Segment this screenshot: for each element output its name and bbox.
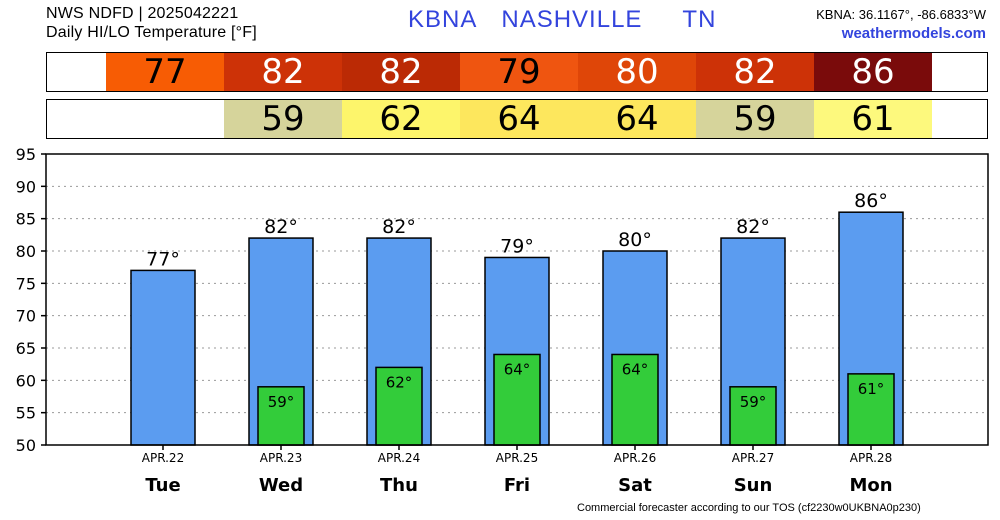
y-tick-label: 65 <box>16 339 36 358</box>
lo-strip-cell: 64 <box>578 100 696 138</box>
x-day-label: Sat <box>618 475 652 496</box>
hi-data-label: 77° <box>146 248 180 270</box>
x-date-label: APR.25 <box>496 451 538 465</box>
hi-temperature-strip: 77 82 82 79 80 82 86 <box>46 52 988 92</box>
lo-bar <box>611 353 659 446</box>
hi-strip-cell: 80 <box>578 53 696 91</box>
x-date-label: APR.26 <box>614 451 656 465</box>
lo-data-label: 59° <box>740 393 767 411</box>
lo-data-label: 61° <box>858 380 885 398</box>
x-day-label: Mon <box>849 475 892 496</box>
hi-strip-cell: 86 <box>814 53 932 91</box>
hi-strip-cell: 82 <box>342 53 460 91</box>
product-label: Daily HI/LO Temperature [°F] <box>46 24 257 41</box>
x-day-label: Wed <box>259 475 303 496</box>
lo-data-label: 62° <box>386 373 413 391</box>
x-day-label: Tue <box>145 475 180 496</box>
hi-data-label: 82° <box>736 216 770 238</box>
y-tick-label: 70 <box>16 307 36 326</box>
x-day-label: Sun <box>734 475 773 496</box>
hi-data-label: 82° <box>382 216 416 238</box>
y-tick-label: 50 <box>16 436 36 455</box>
lo-strip-cell: 59 <box>696 100 814 138</box>
lo-data-label: 64° <box>622 360 649 378</box>
hi-data-label: 79° <box>500 235 534 257</box>
station-id: KBNA <box>408 6 478 33</box>
header-left: NWS NDFD | 2025042221 Daily HI/LO Temper… <box>46 4 257 42</box>
model-run-label: NWS NDFD | 2025042221 <box>46 5 239 22</box>
lo-data-label: 59° <box>268 393 295 411</box>
y-tick-label: 85 <box>16 210 36 229</box>
hi-data-label: 80° <box>618 229 652 251</box>
x-date-label: APR.23 <box>260 451 302 465</box>
y-tick-label: 55 <box>16 404 36 423</box>
y-tick-label: 95 <box>16 145 36 164</box>
x-date-label: APR.24 <box>378 451 420 465</box>
lo-temperature-strip: 59 62 64 64 59 61 <box>46 99 988 139</box>
x-date-label: APR.27 <box>732 451 774 465</box>
footer-note: Commercial forecaster according to our T… <box>577 502 921 514</box>
lo-data-label: 64° <box>504 360 531 378</box>
hi-strip-cell: 82 <box>224 53 342 91</box>
lo-strip-cell: 59 <box>224 100 342 138</box>
hi-data-label: 86° <box>854 190 888 212</box>
x-day-label: Fri <box>504 475 530 496</box>
y-tick-label: 75 <box>16 274 36 293</box>
lo-bar <box>257 386 305 446</box>
y-tick-label: 60 <box>16 371 36 390</box>
lo-strip-cell: 64 <box>460 100 578 138</box>
hi-strip-cell: 79 <box>460 53 578 91</box>
header-right: KBNA: 36.1167°, -86.6833°W weathermodels… <box>816 5 986 43</box>
x-day-label: Thu <box>380 475 418 496</box>
lo-strip-cell: 61 <box>814 100 932 138</box>
x-date-label: APR.22 <box>142 451 184 465</box>
hi-strip-cell: 82 <box>696 53 814 91</box>
x-date-label: APR.28 <box>850 451 892 465</box>
y-tick-label: 80 <box>16 242 36 261</box>
station-name: NASHVILLE <box>501 6 643 33</box>
hi-bar <box>130 269 196 446</box>
y-tick-label: 90 <box>16 177 36 196</box>
lo-strip-cell: 62 <box>342 100 460 138</box>
station-state: TN <box>682 6 717 33</box>
hi-strip-cell: 77 <box>106 53 224 91</box>
station-coords: KBNA: 36.1167°, -86.6833°W <box>816 7 986 22</box>
station-title: KBNA NASHVILLE TN <box>408 6 716 34</box>
hi-data-label: 82° <box>264 216 298 238</box>
site-link[interactable]: weathermodels.com <box>841 25 986 42</box>
